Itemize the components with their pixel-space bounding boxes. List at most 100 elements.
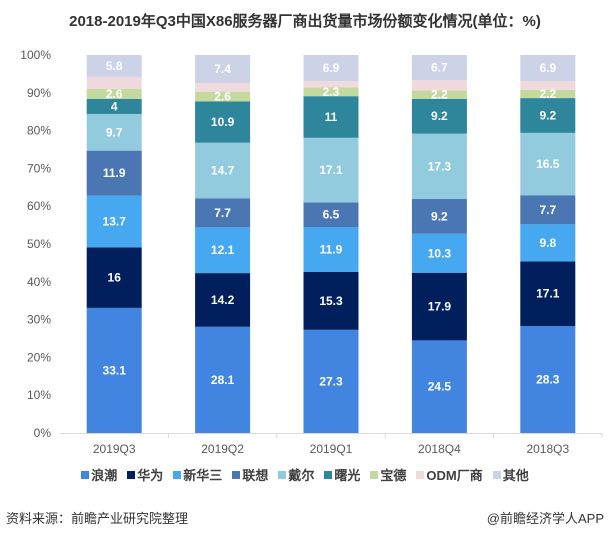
y-tick-label: 50% [27, 237, 51, 251]
bar-segment [520, 98, 576, 133]
data-label: 9.2 [431, 209, 448, 223]
data-label: 14.2 [211, 293, 235, 307]
legend-label: 浪潮 [91, 468, 118, 483]
bar-segment [303, 137, 359, 203]
data-label: 6.9 [539, 61, 556, 75]
data-label: 28.1 [211, 373, 235, 387]
bar-segment [86, 195, 142, 248]
data-label: 14.7 [211, 163, 235, 177]
bar-segment [195, 326, 251, 433]
data-label: 2.6 [106, 87, 123, 101]
data-label: 17.1 [536, 287, 560, 301]
bar-segment [520, 195, 576, 225]
source-note: 资料来源：前瞻产业研究院整理 [6, 511, 189, 526]
y-tick-label: 10% [27, 388, 51, 402]
y-axis: 0% 10% 20% 30% 40% 50% 60% 70% 80% 90% 100% [20, 48, 51, 440]
data-label: 7.7 [539, 203, 556, 217]
bar-segment [86, 150, 142, 196]
legend-label: 新华三 [183, 468, 223, 483]
bar-segment [411, 55, 467, 81]
bar-segment [195, 101, 251, 143]
bar-segment [520, 89, 576, 99]
data-label: 12.1 [211, 243, 235, 257]
data-label: 27.3 [319, 374, 343, 388]
bar-segment [303, 87, 359, 97]
data-label: 5.8 [106, 59, 123, 73]
bar-segment [303, 202, 359, 227]
x-axis: 2019Q3 2019Q2 2019Q1 2018Q4 2018Q3 [60, 433, 603, 456]
bar-segment [195, 273, 251, 327]
data-label: 2.3 [323, 85, 340, 99]
y-tick-label: 40% [27, 275, 51, 289]
bar-segment [86, 307, 142, 433]
data-label: 13.7 [103, 215, 127, 229]
x-tick-label: 2018Q4 [418, 442, 461, 456]
bar-segment [303, 329, 359, 433]
legend-label: 华为 [137, 468, 164, 483]
legend: 浪潮 华为 新华三 联想 戴尔 曙光 宝德 ODM厂商 其他 [0, 465, 610, 484]
bar-segment [86, 76, 142, 90]
legend-item: 戴尔 [278, 465, 314, 484]
bar-segment [303, 81, 359, 88]
data-label: 33.1 [103, 363, 127, 377]
bar-segment [520, 81, 576, 90]
data-label: 11.9 [103, 166, 126, 180]
data-label: 4 [111, 99, 118, 113]
bar-segment [303, 271, 359, 330]
segment-labels: 33.11613.711.99.742.65.828.114.212.17.71… [103, 59, 560, 394]
data-label: 9.2 [539, 108, 556, 122]
legend-swatch [278, 470, 287, 479]
x-tick-label: 2019Q1 [310, 442, 353, 456]
x-tick-label: 2019Q2 [201, 442, 244, 456]
bar-segment [86, 113, 142, 151]
legend-item: 宝德 [370, 465, 406, 484]
legend-label: 戴尔 [288, 468, 315, 483]
legend-swatch [127, 470, 136, 479]
data-label: 11 [325, 110, 338, 124]
bar-segment [520, 326, 576, 433]
data-label: 7.7 [214, 206, 231, 220]
bar-segment [411, 272, 467, 341]
chart-title: 2018-2019年Q3中国X86服务器厂商出货量市场份额变化情况(单位：%) [69, 13, 541, 30]
bar-segment [86, 55, 142, 77]
x-tick-label: 2019Q3 [93, 442, 136, 456]
bar-segment [195, 82, 251, 92]
legend-swatch [416, 470, 425, 479]
legend-item: 其他 [492, 465, 529, 484]
bars [86, 55, 576, 433]
data-label: 9.7 [106, 125, 123, 139]
y-tick-label: 60% [27, 199, 51, 213]
bar-segment [411, 199, 467, 234]
bar-segment [411, 233, 467, 273]
bar-segment [520, 55, 576, 82]
data-label: 6.5 [323, 208, 340, 222]
bar-segment [195, 91, 251, 102]
legend-item: ODM厂商 [416, 465, 483, 484]
y-tick-label: 80% [27, 124, 51, 138]
data-label: 7.4 [214, 62, 231, 76]
y-tick-label: 90% [27, 86, 51, 100]
data-label: 16 [108, 271, 122, 285]
data-label: 15.3 [319, 294, 343, 308]
legend-label: 其他 [502, 468, 529, 483]
legend-label: 曙光 [334, 468, 361, 483]
y-tick-label: 100% [20, 48, 51, 62]
data-label: 6.7 [431, 61, 448, 75]
y-tick-label: 70% [27, 161, 51, 175]
bar-segment [195, 55, 251, 83]
y-tick-label: 20% [27, 350, 51, 364]
data-label: 2.6 [214, 90, 231, 104]
legend-item: 曙光 [324, 465, 360, 484]
legend-item: 浪潮 [81, 465, 117, 484]
legend-swatch [232, 470, 241, 479]
bar-segment [195, 198, 251, 228]
bar-segment [86, 247, 142, 308]
bar-segment [86, 89, 142, 99]
data-label: 6.9 [323, 61, 340, 75]
bar-segment [520, 261, 576, 327]
data-label: 10.3 [428, 246, 452, 260]
bar-segment [520, 224, 576, 262]
legend-item: 华为 [127, 465, 163, 484]
bar-segment [195, 142, 251, 199]
legend-item: 新华三 [173, 465, 222, 484]
